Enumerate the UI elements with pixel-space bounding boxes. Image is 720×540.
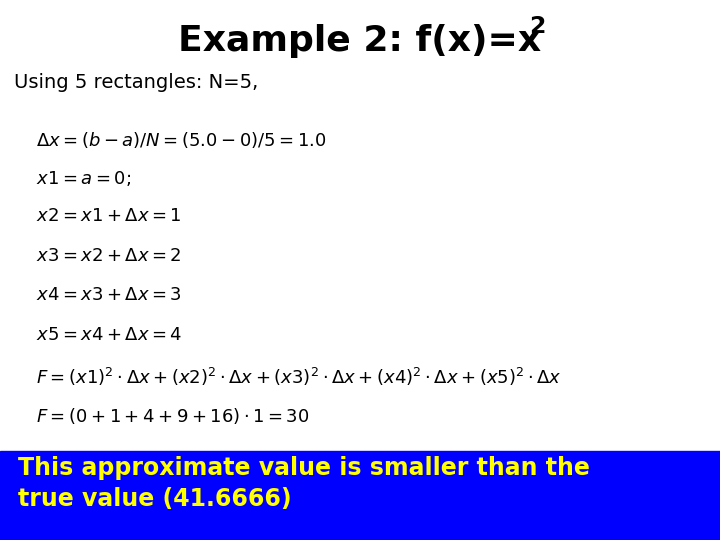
Text: Example 2: f(x)=x: Example 2: f(x)=x [179,24,541,58]
Text: 2: 2 [529,15,546,38]
FancyBboxPatch shape [0,451,720,540]
Text: $F = (x1)^2 \cdot \Delta x+(x2)^2 \cdot \Delta x+(x3)^2 \cdot \Delta x+(x4)^2 \c: $F = (x1)^2 \cdot \Delta x+(x2)^2 \cdot … [36,366,562,388]
Text: $x1 = a = 0;$: $x1 = a = 0;$ [36,169,131,188]
Text: $x2 = x1+\Delta x = 1$: $x2 = x1+\Delta x = 1$ [36,208,181,225]
Text: $x4 = x3+\Delta x = 3$: $x4 = x3+\Delta x = 3$ [36,287,182,304]
Text: $F = (0+1+4+9+16) \cdot 1 = 30$: $F = (0+1+4+9+16) \cdot 1 = 30$ [36,406,310,426]
Text: This approximate value is smaller than the
true value (41.6666): This approximate value is smaller than t… [18,456,590,511]
Text: $x5 = x4+\Delta x = 4$: $x5 = x4+\Delta x = 4$ [36,327,182,343]
Text: $\Delta x = (b-a)/N = (5.0-0)/5 = 1.0$: $\Delta x = (b-a)/N = (5.0-0)/5 = 1.0$ [36,130,326,150]
Text: $x3 = x2+\Delta x = 2$: $x3 = x2+\Delta x = 2$ [36,248,181,265]
Text: Using 5 rectangles: N=5,: Using 5 rectangles: N=5, [14,73,258,92]
